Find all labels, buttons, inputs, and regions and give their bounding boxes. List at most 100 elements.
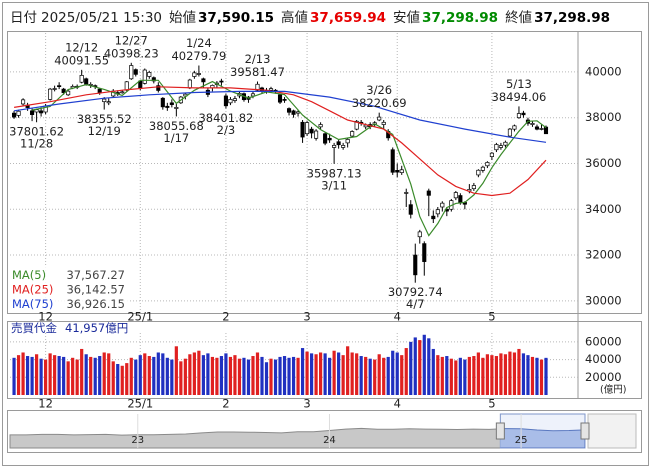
candle-body (480, 166, 485, 171)
volume-bar (264, 362, 269, 395)
volume-bar (237, 358, 242, 395)
volume-bar (192, 352, 196, 395)
volume-bar (260, 356, 264, 395)
volume-bar (165, 357, 169, 395)
candle-body (57, 85, 62, 88)
volume-bar (382, 357, 386, 395)
volume-latest: 41,957億円 (65, 321, 128, 335)
volume-bar (472, 356, 476, 395)
candle-body (341, 145, 346, 148)
volume-bar (314, 354, 318, 395)
candle-body (219, 80, 224, 83)
candle-body (458, 195, 463, 204)
x-tick-label: 25/1 (127, 397, 153, 411)
candle-body (485, 162, 490, 167)
volume-bar (183, 358, 187, 395)
volume-bar (300, 348, 305, 395)
volume-bar (481, 357, 485, 395)
annotation-date: 12/27 (115, 33, 148, 47)
price-panel (7, 31, 642, 314)
candle-body (507, 128, 512, 137)
annotation-date: 3/26 (366, 83, 392, 97)
candle-body (102, 98, 107, 103)
navigator-label: 25 (515, 435, 528, 446)
legend-entry: MA(25) 36,142.57 (12, 282, 125, 296)
legend-name: MA(5) (12, 268, 46, 282)
x-tick-label: 2 (222, 397, 229, 411)
candle-body (129, 65, 134, 80)
volume-bar (368, 358, 372, 395)
candle-body (160, 97, 165, 108)
outer-frame (2, 2, 649, 466)
legend-entry: MA(5) 37,567.27 (12, 268, 125, 282)
date: 2025/05/21 15:30 (41, 10, 162, 26)
volume-bar (62, 356, 66, 395)
volume-bar (418, 340, 422, 395)
selection-handle[interactable] (580, 422, 590, 440)
field-label: 高値 (281, 9, 308, 26)
candle-body (48, 88, 53, 100)
candle-body (232, 98, 237, 101)
volume-bar (138, 355, 142, 395)
volume-bar (291, 356, 296, 395)
volume-bar (206, 353, 210, 395)
candle-body (336, 141, 341, 146)
volume-bar (395, 352, 399, 395)
annotation-price: 38494.06 (492, 90, 547, 104)
volume-panel (7, 321, 642, 399)
volume-bar (458, 357, 462, 395)
candle-body (124, 81, 129, 91)
volume-bar (422, 334, 426, 395)
annotation-price: 38055.68 (149, 119, 204, 133)
volume-bar (499, 353, 503, 395)
candle-body (314, 130, 319, 139)
candle-body (440, 202, 445, 208)
volume-bar (134, 359, 138, 395)
y-tick-label: 34000 (585, 202, 622, 216)
candle-body (422, 243, 427, 262)
volume-bar (84, 354, 88, 395)
candle-body (196, 73, 201, 75)
navigator-scroll[interactable] (587, 413, 637, 449)
volume-bar (147, 356, 151, 395)
volume-bar (246, 359, 251, 395)
candle-body (34, 109, 39, 113)
candle-body (282, 99, 287, 101)
candle-body (323, 133, 328, 144)
candle-body (120, 91, 125, 94)
volume-title: 売買代金 41,957億円 (11, 321, 128, 335)
annotation-price: 38355.52 (77, 112, 132, 126)
volume-bar (409, 341, 413, 395)
volume-bar (98, 356, 102, 395)
candle-body (84, 78, 89, 85)
selection-handle[interactable] (495, 422, 505, 440)
ma-line (31, 79, 547, 237)
ma-line (14, 90, 547, 143)
volume-bar (400, 355, 404, 395)
field-label: 始値 (169, 10, 196, 26)
date-label: 日付 (10, 10, 37, 26)
candle-body (381, 121, 386, 125)
candle-body (151, 77, 156, 82)
volume-bar (16, 355, 21, 395)
volume-bar (436, 355, 440, 395)
candle-body (169, 102, 174, 105)
field-value: 37,298.98 (534, 10, 610, 26)
candle-body (156, 85, 161, 91)
volume-bar (467, 356, 471, 395)
annotation-date: 1/17 (163, 131, 189, 145)
candle-body (534, 126, 540, 130)
candle-body (543, 126, 549, 135)
volume-bar (116, 364, 120, 395)
volume-bar (242, 357, 246, 395)
volume-title-name: 売買代金 (11, 321, 57, 335)
volume-bar (197, 350, 201, 395)
candle-body (30, 110, 35, 115)
annotation-price: 40279.79 (171, 49, 226, 63)
y-tick-label: 40000 (585, 64, 622, 78)
volume-bar (323, 353, 327, 395)
candle-body (39, 110, 44, 114)
volume-bar (111, 361, 115, 395)
annotation-price: 38220.69 (352, 96, 407, 110)
volume-bar (427, 338, 431, 395)
